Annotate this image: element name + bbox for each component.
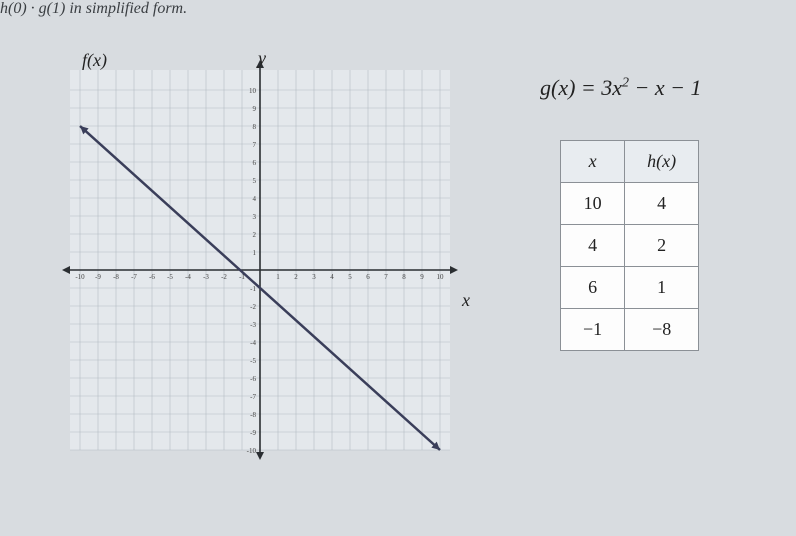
table-row: 6 1 [561,267,699,309]
svg-text:7: 7 [253,141,257,149]
svg-text:8: 8 [253,123,257,131]
svg-text:-1: -1 [250,285,256,293]
svg-text:6: 6 [253,159,257,167]
svg-text:9: 9 [420,273,424,281]
svg-text:8: 8 [402,273,406,281]
svg-text:2: 2 [253,231,257,239]
svg-text:-10: -10 [247,447,257,455]
svg-text:10: 10 [437,273,445,281]
eq-var1: x [612,75,622,100]
svg-text:3: 3 [253,213,257,221]
svg-text:-7: -7 [131,273,137,281]
svg-text:-4: -4 [250,339,256,347]
table-row: 4 2 [561,225,699,267]
svg-text:-5: -5 [250,357,256,365]
eq-equals: = [581,75,601,100]
table-cell: 6 [561,267,625,309]
y-axis-label: y [258,48,266,69]
table-hx: x h(x) 10 4 4 2 6 1 −1 −8 [560,140,699,351]
svg-text:-10: -10 [75,273,85,281]
table-cell: 2 [625,225,699,267]
table-header-x: x [561,141,625,183]
header-fragment: h(0) · g(1) in simplified form. [0,0,187,18]
svg-text:4: 4 [253,195,257,203]
eq-minus2: − [670,75,690,100]
svg-text:-4: -4 [185,273,191,281]
svg-text:1: 1 [253,249,257,257]
table-row: 10 4 [561,183,699,225]
svg-text:-3: -3 [203,273,209,281]
svg-text:1: 1 [276,273,280,281]
table-header-hx: h(x) [625,141,699,183]
table-row: −1 −8 [561,309,699,351]
svg-text:-6: -6 [149,273,155,281]
svg-text:-2: -2 [250,303,256,311]
svg-text:9: 9 [253,105,257,113]
svg-text:3: 3 [312,273,316,281]
coordinate-plane: -10 -10 -9 -9 -8 -8 -7 -7 -6 -6 -5 -5 -4 -4 -3 -3 -2 -2 -1… [60,40,460,490]
eq-exp: 2 [622,76,629,91]
svg-text:-6: -6 [250,375,256,383]
svg-text:-9: -9 [250,429,256,437]
table-header-row: x h(x) [561,141,699,183]
svg-text:6: 6 [366,273,370,281]
svg-text:5: 5 [348,273,352,281]
graph-fx: f(x) y x -10-10-9-9-8-8-7-7-6-6-5-5-4-4-… [60,40,460,490]
eq-minus1: − [635,75,655,100]
x-axis-label: x [462,290,470,311]
table-cell: 10 [561,183,625,225]
table-cell: 4 [561,225,625,267]
svg-text:-5: -5 [167,273,173,281]
equation-gx: g(x) = 3x2 − x − 1 [540,75,702,101]
svg-text:-7: -7 [250,393,256,401]
graph-fx-label: f(x) [82,50,107,71]
svg-text:4: 4 [330,273,334,281]
svg-text:10: 10 [249,87,257,95]
svg-text:7: 7 [384,273,388,281]
eq-lhs: g(x) [540,75,575,100]
table-cell: 1 [625,267,699,309]
eq-var2: x [655,75,665,100]
eq-const: 1 [691,75,702,100]
svg-text:-8: -8 [113,273,119,281]
table-cell: 4 [625,183,699,225]
svg-text:5: 5 [253,177,257,185]
svg-text:-3: -3 [250,321,256,329]
svg-text:2: 2 [294,273,298,281]
svg-text:-9: -9 [95,273,101,281]
svg-text:-2: -2 [221,273,227,281]
table-cell: −8 [625,309,699,351]
eq-coef-a: 3 [601,75,612,100]
table-cell: −1 [561,309,625,351]
svg-text:-8: -8 [250,411,256,419]
